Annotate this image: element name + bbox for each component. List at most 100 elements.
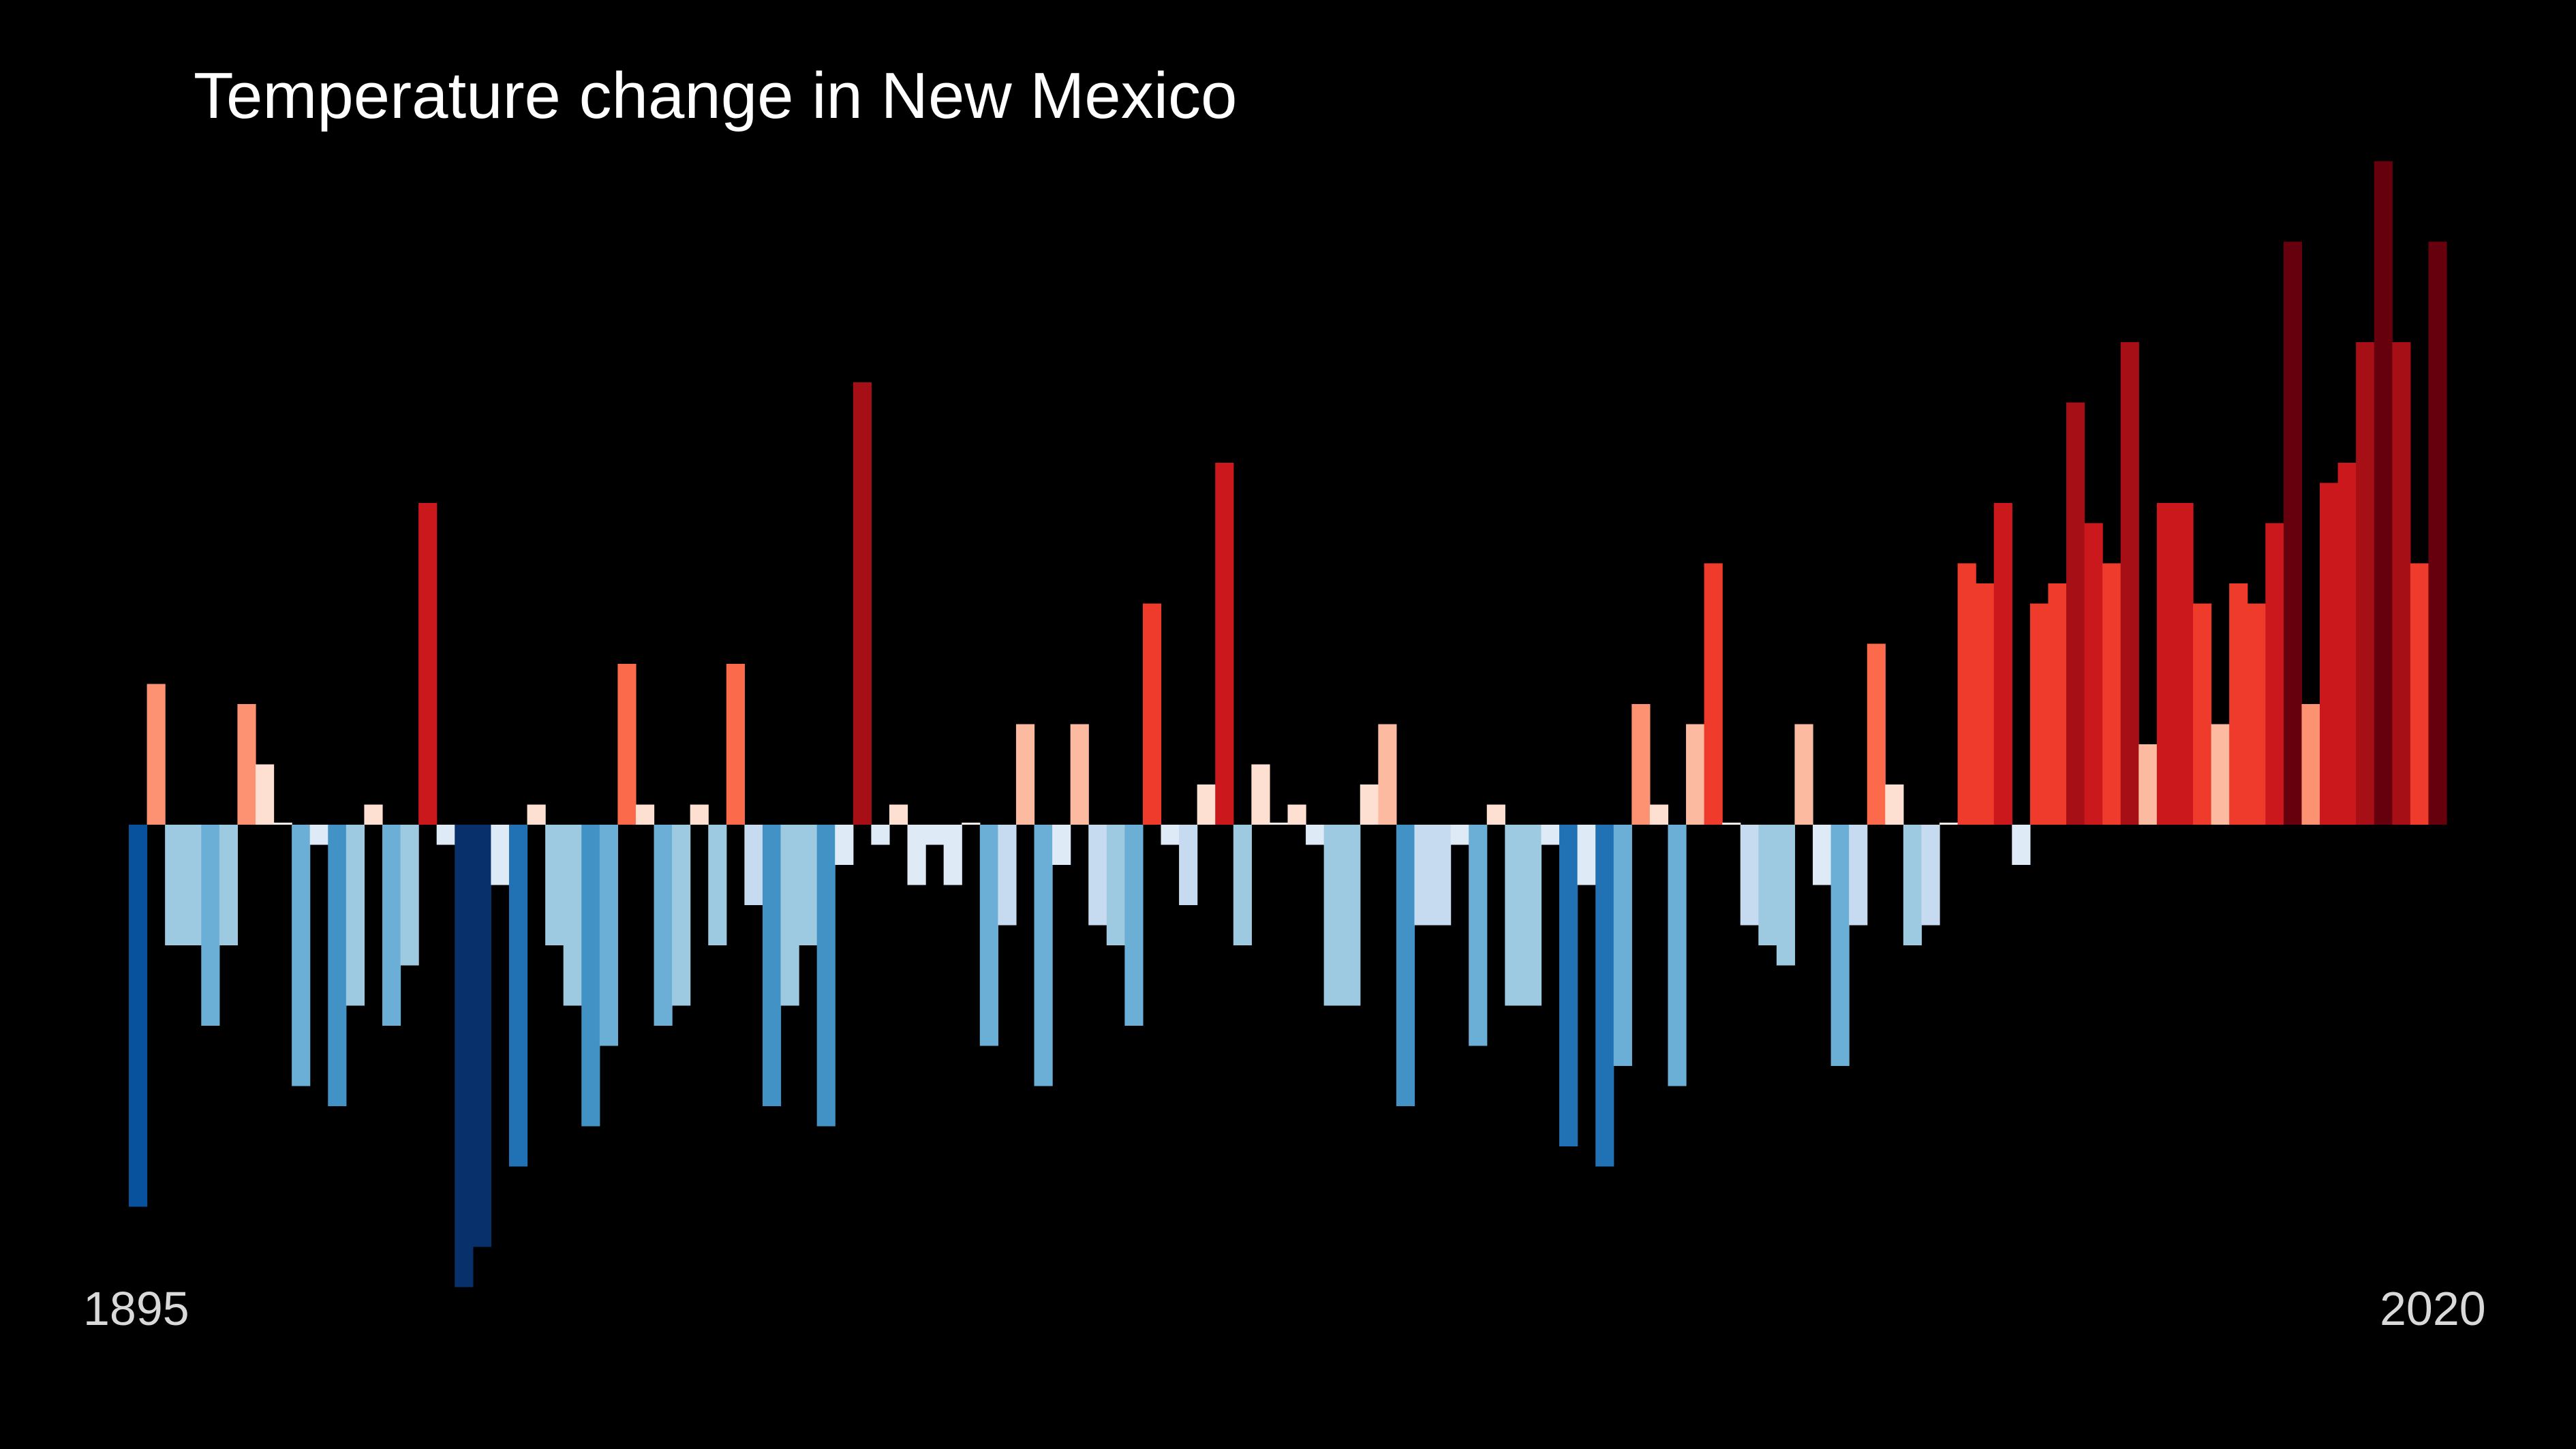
bar-1955 xyxy=(1215,463,1234,825)
bar-1934 xyxy=(835,825,854,865)
bar-1914 xyxy=(472,825,492,1247)
bar-1952 xyxy=(1161,825,1180,845)
bar-2010 xyxy=(2211,724,2230,825)
bar-1904 xyxy=(292,825,311,1086)
bar-2016 xyxy=(2320,483,2339,825)
bar-1983 xyxy=(1722,823,1741,825)
bar-1930 xyxy=(762,825,782,1106)
bar-1905 xyxy=(309,825,328,845)
bar-1924 xyxy=(654,825,673,1026)
bar-1974 xyxy=(1559,825,1578,1146)
bar-1967 xyxy=(1432,825,1452,926)
bar-2007 xyxy=(2156,503,2176,825)
bar-1898 xyxy=(183,825,202,945)
bar-1916 xyxy=(508,825,528,1167)
bar-1999 xyxy=(2012,825,2031,865)
bar-1922 xyxy=(617,664,637,825)
bar-1971 xyxy=(1505,825,1524,1006)
bar-1920 xyxy=(581,825,600,1127)
bar-1947 xyxy=(1070,724,1089,825)
bar-1959 xyxy=(1287,804,1306,825)
bar-1970 xyxy=(1486,804,1505,825)
bar-1985 xyxy=(1758,825,1777,945)
bar-1940 xyxy=(943,825,962,885)
bar-2009 xyxy=(2193,603,2212,825)
bar-1986 xyxy=(1776,825,1796,966)
x-axis-start-label: 1895 xyxy=(83,1282,189,1335)
bar-1962 xyxy=(1342,825,1361,1006)
bar-1968 xyxy=(1450,825,1469,845)
bar-1994 xyxy=(1921,825,1940,926)
bar-1938 xyxy=(907,825,926,885)
bar-1993 xyxy=(1903,825,1922,945)
bar-1936 xyxy=(871,825,890,845)
bar-2005 xyxy=(2120,342,2139,825)
bar-1964 xyxy=(1378,724,1397,825)
bar-1945 xyxy=(1034,825,1053,1086)
bar-2020 xyxy=(2392,342,2411,825)
bar-1956 xyxy=(1233,825,1252,945)
bar-1990 xyxy=(1849,825,1868,926)
bar-1950 xyxy=(1124,825,1144,1026)
bar-1980 xyxy=(1668,825,1687,1086)
bar-1972 xyxy=(1522,825,1542,1006)
bar-1929 xyxy=(744,825,763,905)
bar-1948 xyxy=(1088,825,1107,926)
bar-1958 xyxy=(1269,823,1289,825)
bar-1932 xyxy=(799,825,818,945)
bar-1977 xyxy=(1613,825,1632,1066)
bar-2002 xyxy=(2066,402,2085,825)
bar-1981 xyxy=(1686,724,1705,825)
bar-2001 xyxy=(2048,583,2067,825)
bar-1978 xyxy=(1631,704,1651,825)
bar-1906 xyxy=(328,825,347,1106)
bar-1995 xyxy=(1939,823,1959,825)
bar-2017 xyxy=(2337,463,2357,825)
bar-1937 xyxy=(889,804,908,825)
bar-1923 xyxy=(635,804,655,825)
bar-2000 xyxy=(2029,603,2049,825)
bar-2015 xyxy=(2301,704,2320,825)
bar-1965 xyxy=(1396,825,1415,1106)
bar-1909 xyxy=(382,825,401,1026)
bar-1912 xyxy=(436,825,455,845)
bar-1921 xyxy=(599,825,618,1046)
bar-1998 xyxy=(1993,503,2012,825)
bar-1908 xyxy=(364,804,383,825)
bar-1992 xyxy=(1885,784,1904,825)
bar-1931 xyxy=(780,825,799,1006)
bar-1915 xyxy=(491,825,510,885)
bar-1928 xyxy=(726,664,745,825)
bar-1973 xyxy=(1541,825,1560,845)
bar-2011 xyxy=(2229,583,2248,825)
bar-1917 xyxy=(527,804,546,825)
bar-1946 xyxy=(1052,825,1071,865)
chart-title: Temperature change in New Mexico xyxy=(194,59,1238,132)
bar-1926 xyxy=(690,804,709,825)
bar-1939 xyxy=(925,825,945,845)
bar-1961 xyxy=(1323,825,1343,1006)
bar-1899 xyxy=(201,825,220,1026)
bar-1925 xyxy=(672,825,691,1006)
bar-1949 xyxy=(1106,825,1125,945)
bar-2012 xyxy=(2247,603,2266,825)
bar-1987 xyxy=(1794,724,1813,825)
bar-1907 xyxy=(346,825,365,1006)
bar-1919 xyxy=(563,825,582,1006)
bar-1944 xyxy=(1015,724,1035,825)
bar-1903 xyxy=(273,823,292,825)
bar-1896 xyxy=(147,684,166,825)
bar-2019 xyxy=(2374,161,2393,825)
bar-2003 xyxy=(2084,523,2103,825)
bar-2006 xyxy=(2138,744,2158,825)
bar-2008 xyxy=(2175,503,2194,825)
bar-2013 xyxy=(2265,523,2284,825)
bar-1933 xyxy=(816,825,835,1127)
bar-1979 xyxy=(1649,804,1669,825)
bar-1984 xyxy=(1740,825,1759,926)
bar-1988 xyxy=(1813,825,1832,885)
bar-2018 xyxy=(2356,342,2375,825)
bar-1954 xyxy=(1197,784,1216,825)
bar-1911 xyxy=(418,503,438,825)
